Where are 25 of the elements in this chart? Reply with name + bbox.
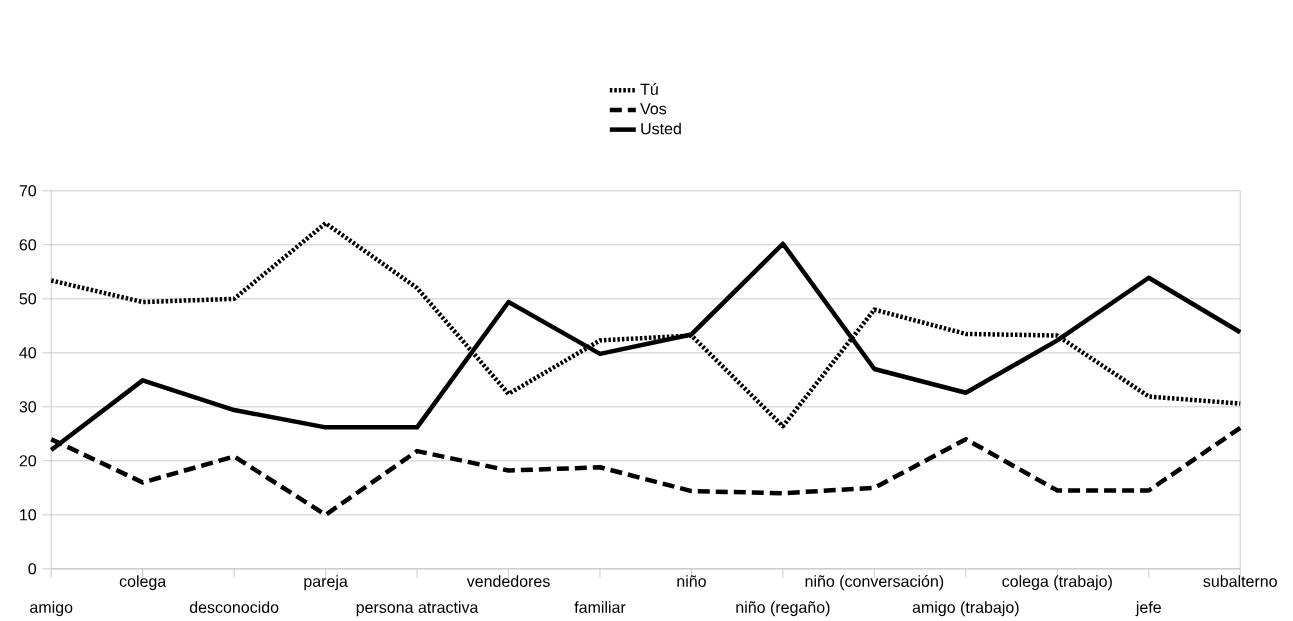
y-tick-label: 60 <box>19 238 37 251</box>
legend-label: Vos <box>640 102 667 115</box>
x-tick-label: niño (conversación) <box>805 574 944 590</box>
x-tick-label: amigo <box>30 600 73 616</box>
y-tick-label: 50 <box>19 292 37 305</box>
legend-label: Tú <box>640 82 658 95</box>
x-tick-label: amigo (trabajo) <box>912 600 1019 616</box>
x-tick-label: familiar <box>574 600 626 613</box>
x-tick-label: vendedores <box>466 574 550 587</box>
y-tick-label: 0 <box>28 562 37 575</box>
y-tick-label: 20 <box>19 454 37 467</box>
x-tick-label: jefe <box>1135 600 1161 616</box>
x-tick-label: colega <box>119 574 167 590</box>
x-tick-label: subalterno <box>1203 574 1277 587</box>
x-tick-label: persona atractiva <box>356 600 479 616</box>
x-tick-label: niño <box>677 574 706 587</box>
legend-label: Usted <box>641 122 681 135</box>
x-tick-label: pareja <box>304 574 348 590</box>
x-tick-label: colega (trabajo) <box>1002 574 1112 590</box>
y-tick-label: 40 <box>19 346 37 359</box>
y-tick-label: 70 <box>19 184 37 197</box>
x-tick-label: desconocido <box>189 600 279 613</box>
x-tick-label: niño (regaño) <box>736 600 830 616</box>
y-tick-label: 10 <box>20 508 37 521</box>
y-tick-label: 30 <box>19 400 37 413</box>
